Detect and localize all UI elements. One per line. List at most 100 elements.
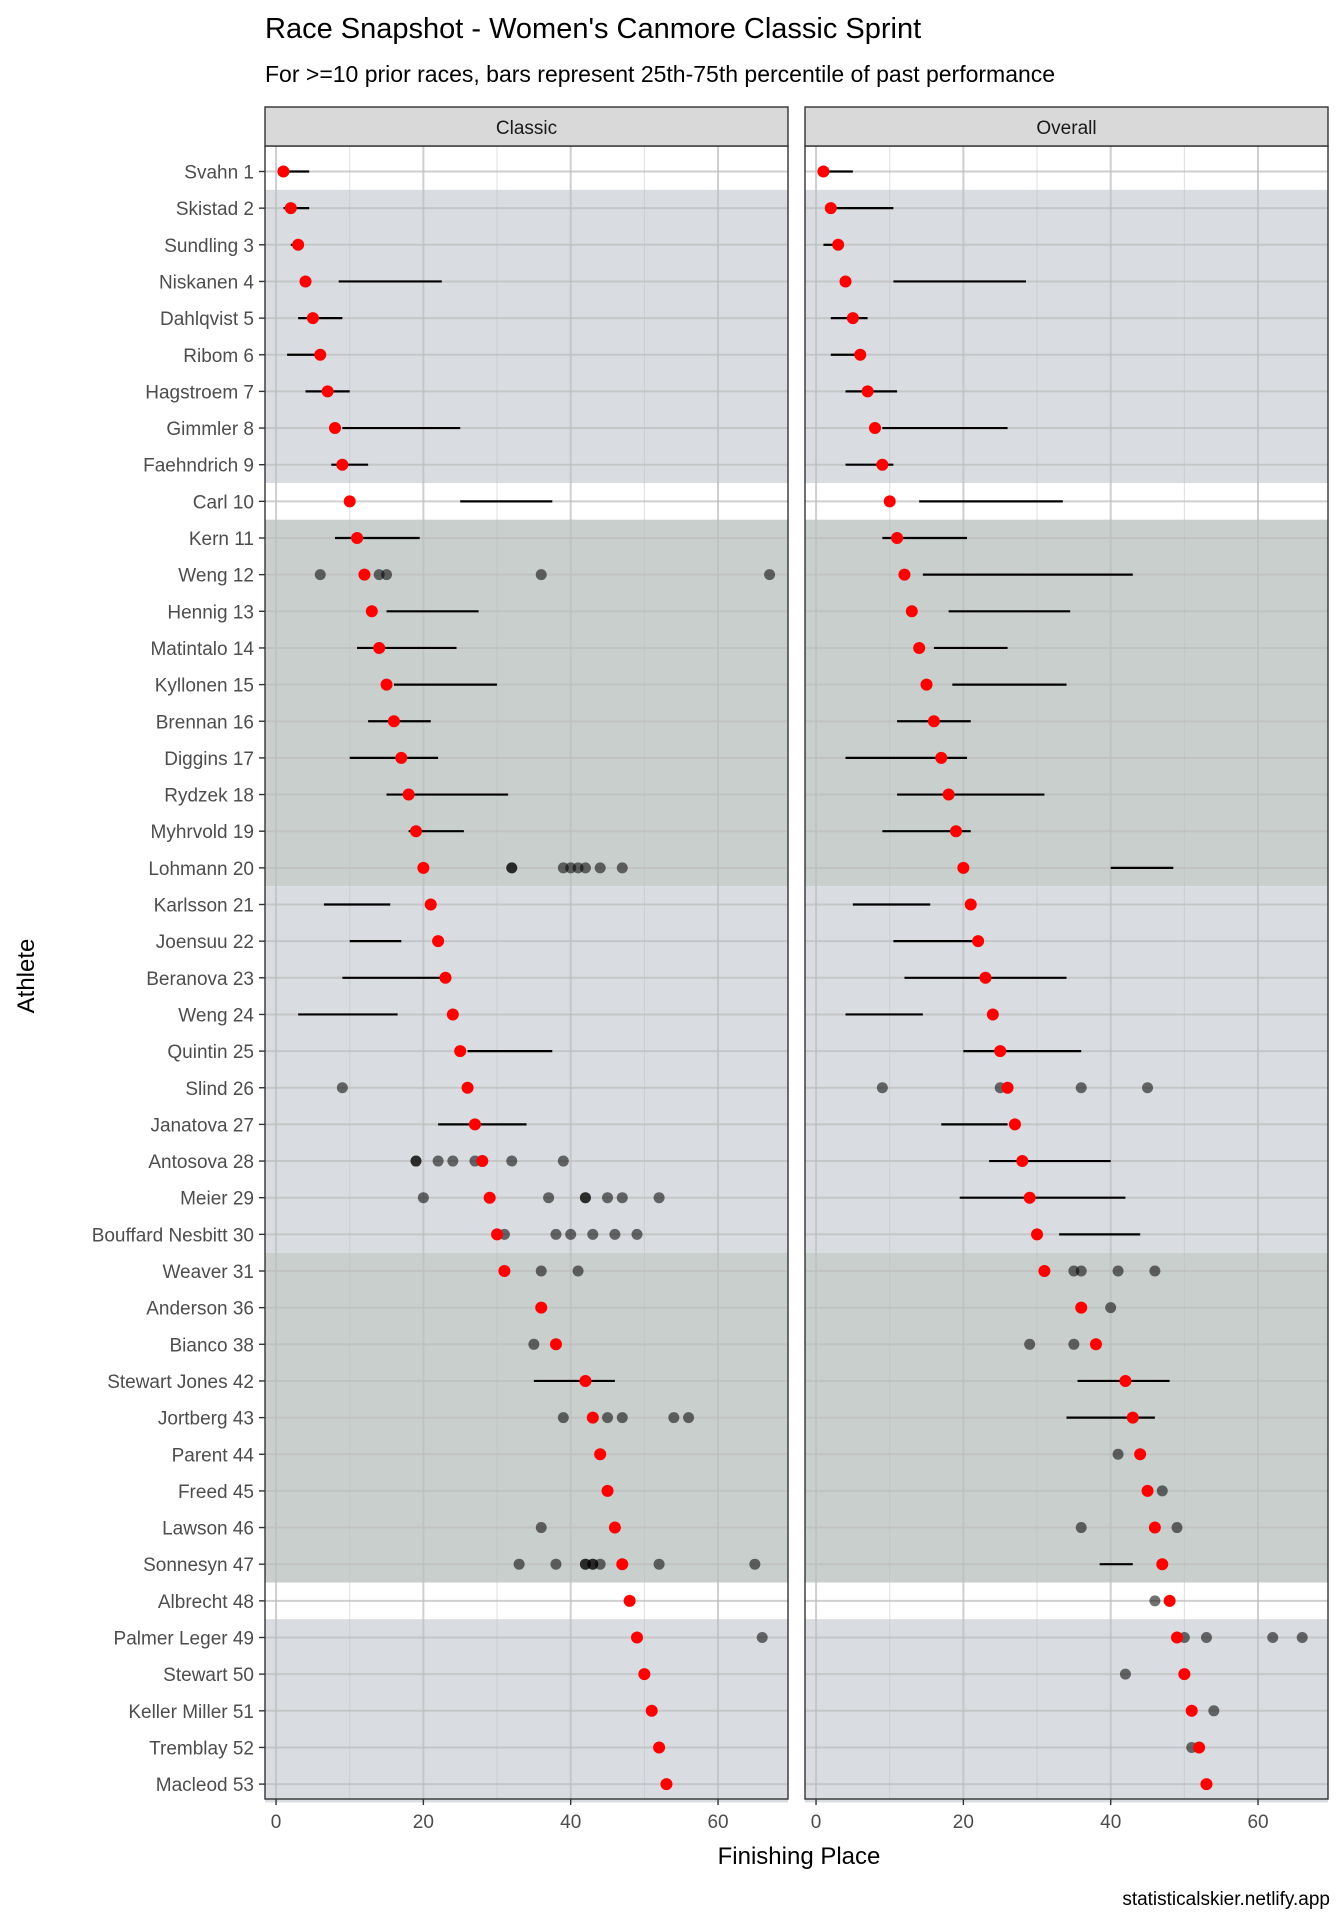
x-tick-label: 20 — [953, 1812, 974, 1833]
y-tick-label: Rydzek 18 — [164, 786, 254, 807]
past-race-point — [579, 862, 591, 874]
current-place-point — [950, 825, 963, 838]
current-place-point — [410, 825, 423, 838]
current-place-point — [1075, 1301, 1088, 1314]
current-place-point — [284, 202, 297, 215]
y-tick-label: Anderson 36 — [146, 1299, 254, 1320]
y-tick-label: Faehndrich 9 — [143, 456, 254, 477]
current-place-point — [380, 678, 393, 691]
current-place-point — [468, 1118, 481, 1131]
past-race-point — [1105, 1302, 1117, 1314]
current-place-point — [1148, 1521, 1161, 1534]
current-place-point — [336, 458, 349, 471]
y-axis: Svahn 1 Skistad 2 Sundling 3 Niskanen 4 Dahl… — [92, 163, 265, 1796]
y-tick-label: Hennig 13 — [167, 602, 254, 623]
past-race-point — [616, 1412, 628, 1424]
chart-caption: statisticalskier.netlify.app — [1122, 1889, 1330, 1910]
past-race-point — [557, 1155, 569, 1167]
past-race-point — [1267, 1632, 1279, 1643]
past-race-point — [1208, 1705, 1220, 1717]
y-tick-label: Svahn 1 — [184, 163, 254, 184]
y-tick-label: Palmer Leger 49 — [114, 1629, 254, 1650]
current-place-point — [432, 935, 445, 948]
current-place-point — [839, 275, 852, 288]
current-place-point — [358, 568, 371, 581]
past-race-point — [513, 1558, 525, 1570]
y-tick-label: Lawson 46 — [162, 1519, 254, 1540]
y-tick-label: Carl 10 — [193, 492, 254, 513]
current-place-point — [424, 898, 437, 911]
current-place-point — [306, 312, 319, 325]
current-place-point — [964, 898, 977, 911]
y-tick-label: Slind 26 — [185, 1079, 254, 1100]
y-tick-label: Kern 11 — [189, 529, 254, 550]
past-race-point — [1156, 1485, 1168, 1497]
y-tick-label: Meier 29 — [180, 1189, 254, 1210]
y-tick-label: Karlsson 21 — [154, 896, 254, 917]
past-race-point — [1075, 1522, 1087, 1534]
y-tick-label: Stewart 50 — [163, 1665, 254, 1686]
past-race-point — [653, 1558, 665, 1570]
past-race-point — [602, 1192, 614, 1204]
current-place-point — [972, 935, 985, 948]
current-place-point — [417, 861, 430, 874]
past-race-point — [594, 1558, 606, 1570]
past-race-point — [535, 569, 547, 581]
past-race-point — [594, 862, 606, 874]
y-tick-label: Sonnesyn 47 — [143, 1555, 254, 1576]
past-race-point — [1024, 1338, 1036, 1350]
current-place-point — [1193, 1741, 1206, 1754]
facet-strip-label: Overall — [1036, 118, 1096, 139]
chart-title: Race Snapshot - Women's Canmore Classic … — [265, 13, 921, 45]
past-race-point — [764, 569, 776, 581]
y-tick-label: Brennan 16 — [156, 712, 254, 733]
past-race-point — [587, 1228, 599, 1240]
current-place-point — [994, 1045, 1007, 1058]
current-place-point — [1163, 1594, 1176, 1607]
current-place-point — [1156, 1558, 1169, 1571]
current-place-point — [365, 605, 378, 618]
y-tick-label: Sundling 3 — [164, 236, 254, 257]
y-tick-label: Quintin 25 — [167, 1042, 254, 1063]
band-light — [265, 886, 788, 1253]
current-place-point — [601, 1484, 614, 1497]
past-race-point — [756, 1632, 768, 1643]
current-place-point — [395, 751, 408, 764]
x-tick-label: 40 — [560, 1812, 581, 1833]
past-race-point — [432, 1155, 444, 1167]
current-place-point — [535, 1301, 548, 1314]
y-tick-label: Kyllonen 15 — [155, 676, 254, 697]
current-place-point — [986, 1008, 999, 1021]
y-tick-label: Weng 24 — [178, 1005, 254, 1026]
past-race-point — [535, 1522, 547, 1534]
current-place-point — [1178, 1668, 1191, 1681]
past-race-point — [579, 1192, 591, 1204]
past-race-point — [336, 1082, 348, 1094]
past-race-point — [683, 1412, 695, 1424]
past-race-point — [381, 569, 393, 581]
current-place-point — [387, 715, 400, 728]
y-tick-label: Lohmann 20 — [148, 859, 254, 880]
x-axis-title: Finishing Place — [718, 1843, 881, 1870]
current-place-point — [1008, 1118, 1021, 1131]
current-place-point — [1200, 1778, 1213, 1791]
past-race-point — [1296, 1632, 1308, 1643]
past-race-point — [749, 1558, 761, 1570]
past-race-point — [668, 1412, 680, 1424]
past-race-point — [631, 1228, 643, 1240]
current-place-point — [630, 1631, 643, 1644]
facet-strip — [264, 106, 789, 147]
y-tick-label: Myhrvold 19 — [151, 822, 255, 843]
current-place-point — [905, 605, 918, 618]
current-place-point — [1134, 1448, 1147, 1461]
x-tick-label: 0 — [271, 1812, 282, 1833]
panel-classic: Classic 0 20 40 60 — [264, 106, 789, 1833]
current-place-point — [476, 1155, 489, 1168]
past-race-point — [616, 862, 628, 874]
past-race-point — [653, 1192, 665, 1204]
past-race-point — [572, 1265, 584, 1277]
current-place-point — [343, 495, 356, 508]
current-place-point — [638, 1668, 651, 1681]
current-place-point — [594, 1448, 607, 1461]
